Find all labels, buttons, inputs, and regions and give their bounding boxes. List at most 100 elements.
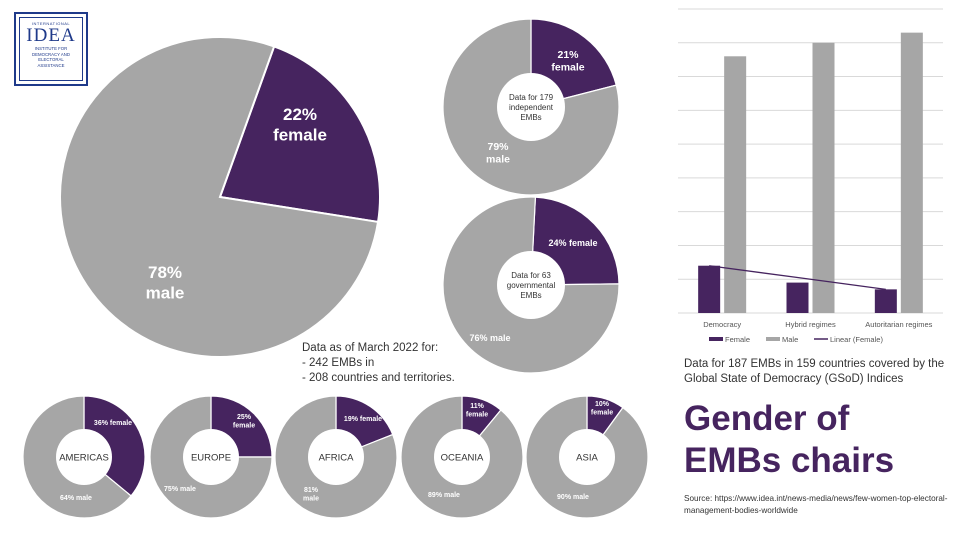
governmental-center-text-line: Data for 63 <box>511 271 551 280</box>
independent-center-text-line: Data for 179 <box>509 93 554 102</box>
africa-male-label: 81% male <box>303 487 319 502</box>
independent-center-text: Data for 179 independent EMBs <box>509 93 554 122</box>
asia-female-label-line: female <box>591 409 613 416</box>
africa-male-label-line: 81% <box>304 487 319 494</box>
logo-line-1: INSTITUTE FOR <box>34 46 68 51</box>
governmental-male-label: 76% male <box>469 333 510 343</box>
governmental-donut-hole <box>497 251 565 319</box>
asia-female-label: 10% female <box>591 401 613 416</box>
data-note: Data as of March 2022 for: - 242 EMBs in… <box>302 341 482 386</box>
asia-female-label-line: 10% <box>595 401 610 408</box>
overall-male-label-line: 78% <box>148 263 182 282</box>
legend-label: Male <box>782 335 798 344</box>
governmental-female-label-line: 24% female <box>548 238 597 248</box>
bar-male-2 <box>900 32 923 314</box>
logo-frame: INTERNATIONAL IDEA INSTITUTE FOR DEMOCRA… <box>19 17 83 81</box>
americas-male-label-line: 64% male <box>60 495 92 502</box>
bar-category-label: Hybrid regimes <box>785 320 836 329</box>
oceania-male-label: 89% male <box>428 492 460 499</box>
logo-line-2: DEMOCRACY AND <box>32 51 70 57</box>
page-title-line-1: Gender of <box>684 399 850 438</box>
oceania-donut-hole <box>434 429 490 485</box>
oceania-center-text-line: OCEANIA <box>441 452 484 463</box>
independent-female-label-line: female <box>551 62 584 74</box>
page-title: Gender of EMBs chairs <box>684 398 944 482</box>
africa-center-text-line: AFRICA <box>319 452 355 463</box>
legend-swatch <box>709 337 723 341</box>
oceania-female-label-line: 11% <box>470 403 484 410</box>
bar-female-2 <box>874 289 897 313</box>
independent-center-text-line: EMBs <box>520 113 541 122</box>
oceania-female-label-line: female <box>466 411 488 418</box>
independent-female-label: 21% female <box>551 49 584 74</box>
logo-line-4: ASSISTANCE <box>37 62 65 68</box>
americas-female-label: 36% female <box>94 420 132 427</box>
legend-label: Linear (Female) <box>830 335 883 344</box>
europe-female-label: 25% female <box>233 414 255 429</box>
americas-female-slice <box>83 395 146 497</box>
asia-male-slice <box>525 395 649 519</box>
governmental-male-label-line: 76% male <box>469 333 510 343</box>
logo-line-3: ELECTORAL <box>38 57 64 62</box>
independent-male-label: 79% male <box>486 141 510 166</box>
independent-male-slice <box>442 18 620 196</box>
independent-male-label-line: 79% <box>487 141 509 153</box>
europe-center-text: EUROPE <box>191 452 231 463</box>
oceania-female-label: 11% female <box>466 403 488 418</box>
idea-logo: INTERNATIONAL IDEA INSTITUTE FOR DEMOCRA… <box>14 12 88 86</box>
bar-male-1 <box>812 42 835 314</box>
asia-male-label: 90% male <box>557 494 589 501</box>
africa-female-label: 19% female <box>344 416 382 423</box>
americas-center-text: AMERICAS <box>59 452 109 463</box>
source-note: Source: https://www.idea.int/news-media/… <box>684 494 948 515</box>
oceania-male-label-line: 89% male <box>428 492 460 499</box>
overall-female-slice <box>218 45 381 224</box>
bar-male-0 <box>724 56 747 314</box>
independent-male-label-line: male <box>486 154 510 166</box>
logo-mark: IDEA <box>26 25 76 46</box>
bar-trendline <box>709 265 886 290</box>
asia-donut-hole <box>559 429 615 485</box>
europe-female-label-line: female <box>233 422 255 429</box>
independent-center-text-line: independent <box>509 103 554 112</box>
independent-female-label-line: 21% <box>557 49 579 61</box>
africa-donut-hole <box>308 429 364 485</box>
bar-female-1 <box>786 282 809 313</box>
overall-female-label-line: 22% <box>283 105 317 124</box>
data-note-item-2: - 208 countries and territories. <box>302 372 455 384</box>
europe-center-text-line: EUROPE <box>191 452 231 463</box>
bar-category-label: Autoritarian regimes <box>865 320 932 329</box>
overall-male-label-line: male <box>146 283 185 302</box>
data-note-item-1: - 242 EMBs in <box>302 357 375 369</box>
governmental-female-label: 24% female <box>548 238 597 248</box>
asia-male-label-line: 90% male <box>557 494 589 501</box>
bar-chart-caption: Data for 187 EMBs in 159 countries cover… <box>684 358 945 385</box>
africa-center-text: AFRICA <box>319 452 355 463</box>
americas-male-label: 64% male <box>60 495 92 502</box>
africa-female-label-line: 19% female <box>344 416 382 423</box>
legend-swatch <box>766 337 780 341</box>
governmental-center-text-line: governmental <box>507 281 556 290</box>
overall-male-label: 78% male <box>146 263 185 302</box>
africa-male-label-line: male <box>303 495 319 502</box>
governmental-center-text: Data for 63 governmental EMBs <box>507 271 556 300</box>
asia-center-text-line: ASIA <box>576 452 598 463</box>
overall-female-label: 22% female <box>273 105 327 144</box>
page-title-line-2: EMBs chairs <box>684 441 895 480</box>
overall-female-label-line: female <box>273 125 327 144</box>
asia-center-text: ASIA <box>576 452 598 463</box>
europe-male-label-line: 75% male <box>164 486 196 493</box>
americas-center-text-line: AMERICAS <box>59 452 109 463</box>
americas-donut-hole <box>56 429 112 485</box>
europe-female-label-line: 25% <box>237 414 252 421</box>
europe-donut-hole <box>183 429 239 485</box>
overall-male-slice <box>59 36 380 358</box>
logo-top-text: INTERNATIONAL <box>31 21 71 26</box>
governmental-center-text-line: EMBs <box>520 291 541 300</box>
data-note-heading: Data as of March 2022 for: <box>302 342 439 354</box>
bar-category-label: Democracy <box>703 320 741 329</box>
americas-female-label-line: 36% female <box>94 420 132 427</box>
independent-donut-hole <box>497 73 565 141</box>
bar-female-0 <box>698 265 721 313</box>
